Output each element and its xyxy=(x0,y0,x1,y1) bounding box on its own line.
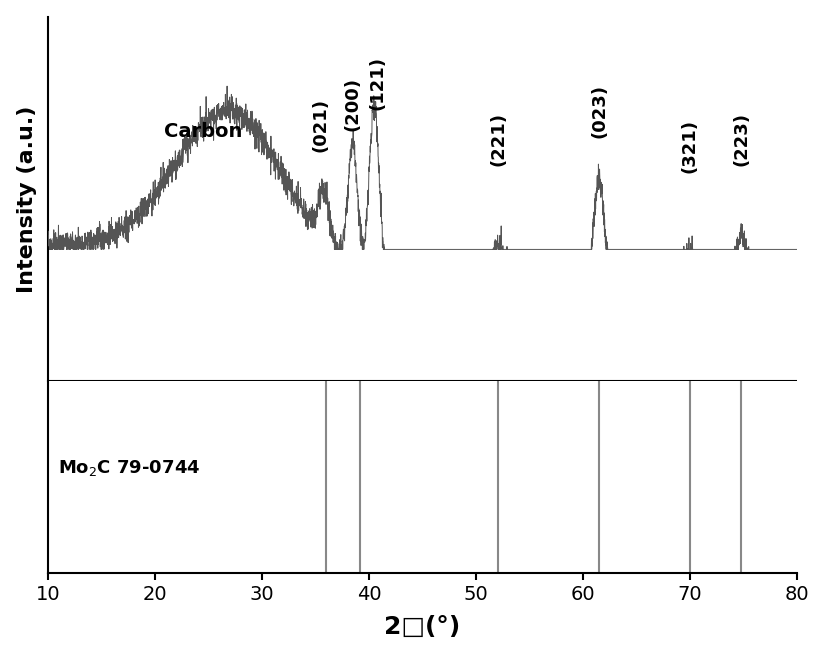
Text: (223): (223) xyxy=(733,112,750,166)
Text: (121): (121) xyxy=(368,56,387,110)
Text: (321): (321) xyxy=(681,119,699,173)
Y-axis label: Intensity (a.u.): Intensity (a.u.) xyxy=(17,106,36,293)
Text: Carbon: Carbon xyxy=(164,122,242,141)
X-axis label: 2□(°): 2□(°) xyxy=(384,615,461,640)
Text: (023): (023) xyxy=(590,84,608,138)
Text: (200): (200) xyxy=(344,77,362,131)
Text: (221): (221) xyxy=(489,112,507,166)
Text: (021): (021) xyxy=(311,98,330,152)
Text: Mo$_2$C 79-0744: Mo$_2$C 79-0744 xyxy=(59,458,201,478)
